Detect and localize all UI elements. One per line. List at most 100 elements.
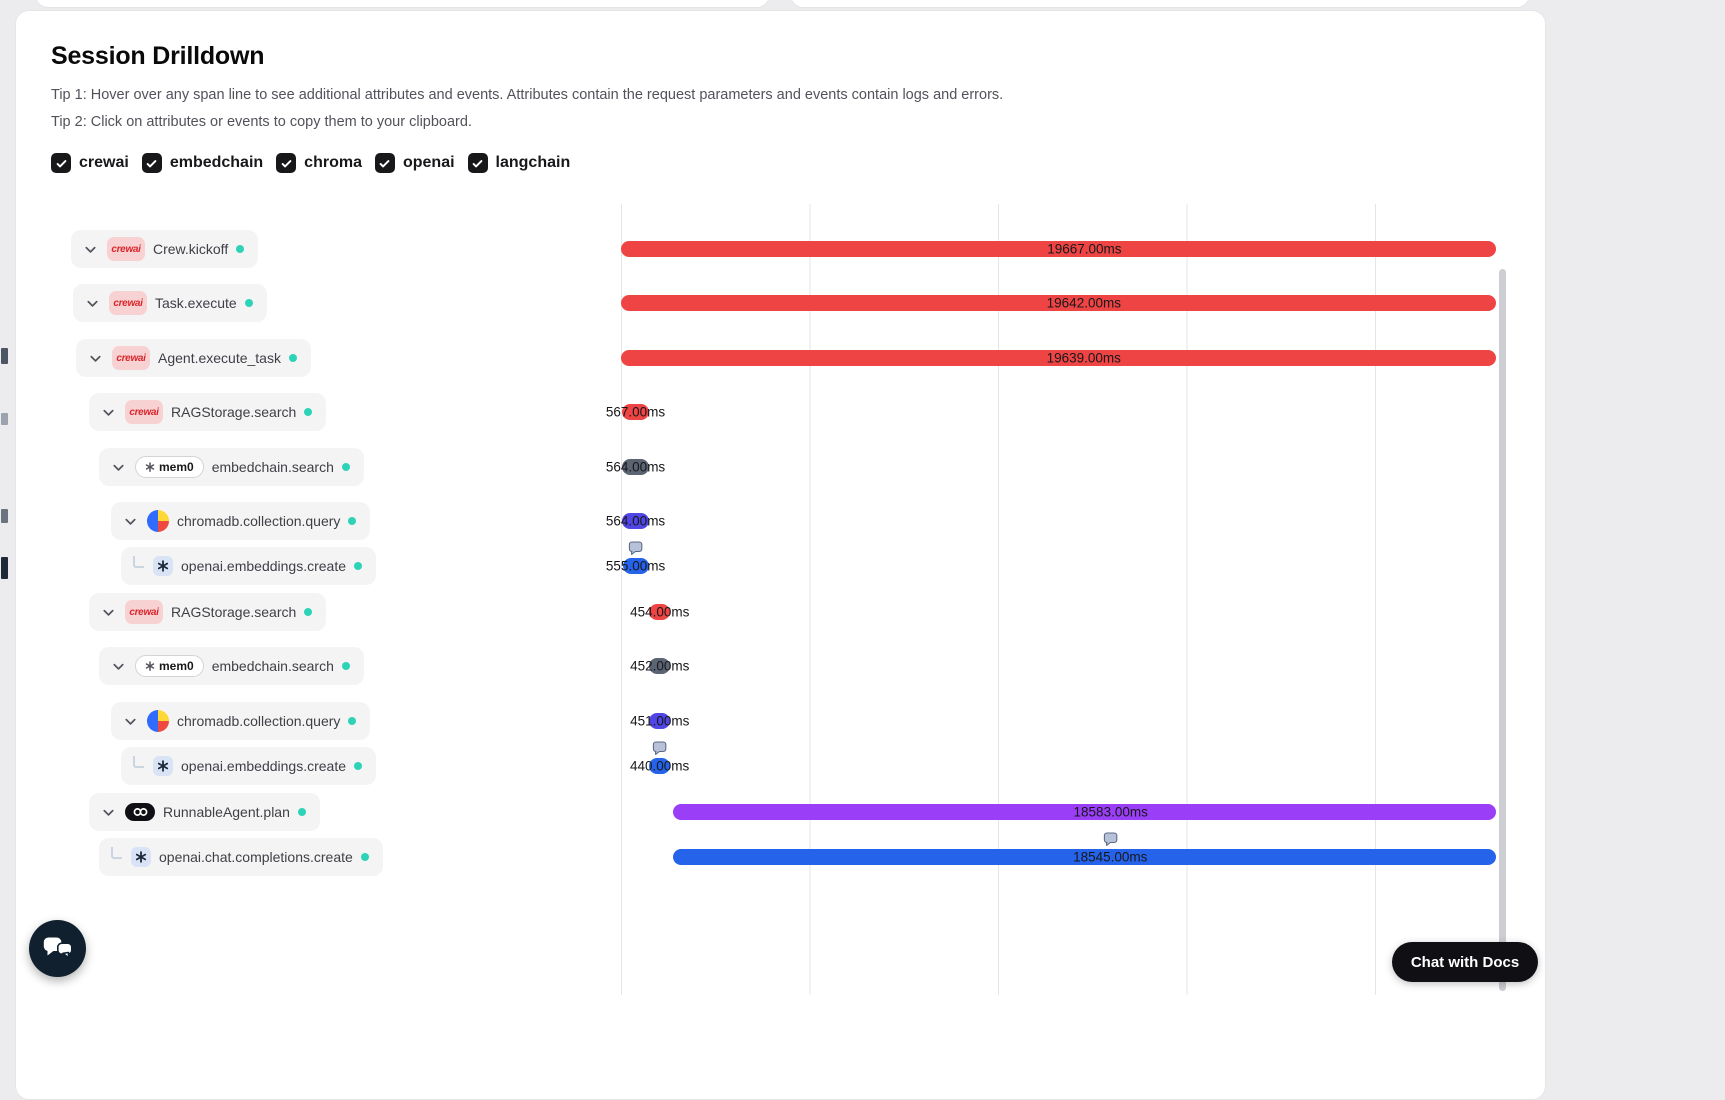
span-duration-label: 567.00ms bbox=[605, 404, 666, 420]
span-duration-label: 19642.00ms bbox=[1046, 295, 1121, 311]
span-label-pill[interactable]: mem0 embedchain.search bbox=[99, 647, 364, 685]
filter-embedchain[interactable]: embedchain bbox=[141, 153, 263, 173]
chain-links-icon bbox=[133, 808, 147, 816]
status-dot bbox=[348, 517, 357, 525]
filter-openai[interactable]: openai bbox=[374, 153, 455, 173]
span-name: embedchain.search bbox=[211, 658, 334, 674]
span-label-pill[interactable]: RunnableAgent.plan bbox=[89, 793, 320, 831]
status-dot bbox=[354, 562, 363, 570]
span-label-pill[interactable]: openai.embeddings.create bbox=[121, 747, 377, 785]
span-duration-bar[interactable]: 555.00ms bbox=[606, 558, 665, 574]
chevron-down-icon[interactable] bbox=[111, 659, 127, 674]
crewai-logo: crewai bbox=[125, 600, 163, 624]
span-duration-label: 454.00ms bbox=[630, 604, 690, 620]
chroma-logo bbox=[147, 710, 169, 732]
filter-crewai[interactable]: crewai bbox=[51, 153, 129, 173]
top-panel-stub-right bbox=[790, 0, 1530, 8]
event-bubble-icon[interactable] bbox=[1103, 832, 1118, 846]
chevron-down-icon[interactable] bbox=[85, 296, 101, 311]
status-dot bbox=[341, 463, 350, 471]
span-label-pill[interactable]: chromadb.collection.query bbox=[111, 702, 371, 740]
span-duration-bar[interactable]: 19639.00ms bbox=[621, 350, 1496, 366]
status-dot bbox=[360, 853, 369, 861]
span-duration-bar[interactable]: 18545.00ms bbox=[673, 849, 1496, 865]
span-bar-area: 440.00ms bbox=[621, 747, 1496, 785]
chevron-down-icon[interactable] bbox=[83, 242, 99, 257]
checkbox-checked-icon[interactable] bbox=[276, 153, 297, 173]
span-label-pill[interactable]: crewai Agent.execute_task bbox=[76, 339, 311, 377]
chevron-down-icon[interactable] bbox=[88, 351, 104, 366]
span-duration-label: 564.00ms bbox=[605, 513, 666, 529]
span-duration-bar[interactable]: 564.00ms bbox=[606, 513, 665, 529]
span-duration-bar[interactable]: 18583.00ms bbox=[672, 804, 1496, 820]
span-duration-bar[interactable]: 567.00ms bbox=[606, 404, 665, 420]
span-duration-bar[interactable]: 19667.00ms bbox=[621, 241, 1496, 257]
span-bar-area: 564.00ms bbox=[606, 502, 1496, 540]
span-name: Agent.execute_task bbox=[158, 350, 281, 366]
checkbox-checked-icon[interactable] bbox=[467, 153, 488, 173]
provider-filter-label: chroma bbox=[304, 154, 362, 171]
trace-span-row: crewai Agent.execute_task 19639.00ms bbox=[16, 339, 1506, 377]
span-duration-label: 19667.00ms bbox=[1047, 241, 1122, 257]
span-duration-bar[interactable]: 19642.00ms bbox=[621, 295, 1496, 311]
chevron-down-icon[interactable] bbox=[123, 514, 139, 529]
trace-span-row: crewai RAGStorage.search 567.00ms bbox=[16, 393, 1506, 431]
chat-bubbles-icon bbox=[43, 937, 73, 959]
span-duration-bar[interactable]: 454.00ms bbox=[630, 604, 689, 620]
provider-filter-label: crewai bbox=[79, 154, 129, 171]
vertical-scrollbar[interactable] bbox=[1499, 269, 1506, 991]
checkbox-checked-icon[interactable] bbox=[141, 153, 162, 173]
span-label-pill[interactable]: chromadb.collection.query bbox=[111, 502, 371, 540]
page-title: Session Drilldown bbox=[51, 42, 265, 70]
openai-logo bbox=[153, 756, 173, 776]
openai-logo bbox=[131, 847, 151, 867]
span-bar-area: 564.00ms bbox=[606, 448, 1496, 486]
span-label-pill[interactable]: openai.chat.completions.create bbox=[99, 838, 383, 876]
left-edge-artifact bbox=[1, 413, 8, 425]
chevron-down-icon[interactable] bbox=[101, 805, 117, 820]
filter-langchain[interactable]: langchain bbox=[467, 153, 570, 173]
status-dot bbox=[288, 354, 297, 362]
mem0-asterisk-icon bbox=[145, 462, 155, 472]
span-label-pill[interactable]: crewai Crew.kickoff bbox=[71, 230, 259, 268]
span-duration-label: 451.00ms bbox=[630, 713, 690, 729]
trace-span-row: mem0 embedchain.search 452.00ms bbox=[16, 647, 1506, 685]
left-edge-artifact bbox=[1, 509, 8, 523]
span-label-pill[interactable]: openai.embeddings.create bbox=[121, 547, 377, 585]
chevron-down-icon[interactable] bbox=[111, 460, 127, 475]
event-bubble-icon[interactable] bbox=[628, 541, 643, 555]
span-label-pill[interactable]: mem0 embedchain.search bbox=[99, 448, 364, 486]
span-bar-area: 452.00ms bbox=[621, 647, 1496, 685]
event-bubble-icon[interactable] bbox=[652, 741, 667, 755]
mem0-logo-text: mem0 bbox=[159, 460, 194, 474]
span-duration-bar[interactable]: 451.00ms bbox=[630, 713, 689, 729]
chevron-down-icon[interactable] bbox=[123, 714, 139, 729]
span-duration-label: 440.00ms bbox=[629, 758, 690, 774]
trace-span-row: openai.chat.completions.create 18545.00m… bbox=[16, 832, 1506, 876]
checkbox-checked-icon[interactable] bbox=[51, 153, 71, 173]
chevron-down-icon[interactable] bbox=[101, 605, 117, 620]
top-panel-stub-left bbox=[35, 0, 770, 8]
span-name: chromadb.collection.query bbox=[177, 713, 341, 729]
span-label-pill[interactable]: crewai Task.execute bbox=[73, 284, 267, 322]
span-label-pill[interactable]: crewai RAGStorage.search bbox=[89, 593, 327, 631]
chat-with-docs-button[interactable]: Chat with Docs bbox=[1392, 942, 1538, 982]
span-name: openai.embeddings.create bbox=[181, 758, 347, 774]
span-duration-bar[interactable]: 564.00ms bbox=[606, 459, 665, 475]
tip-2-text: Tip 2: Click on attributes or events to … bbox=[51, 114, 472, 130]
span-bar-area: 567.00ms bbox=[606, 393, 1496, 431]
span-duration-bar[interactable]: 452.00ms bbox=[630, 658, 689, 674]
filter-chroma[interactable]: chroma bbox=[276, 153, 362, 173]
span-label-pill[interactable]: crewai RAGStorage.search bbox=[89, 393, 327, 431]
span-duration-bar[interactable]: 440.00ms bbox=[630, 758, 689, 774]
checkbox-checked-icon[interactable] bbox=[374, 153, 395, 173]
trace-span-row: crewai Crew.kickoff 19667.00ms bbox=[16, 230, 1506, 268]
chevron-down-icon[interactable] bbox=[101, 405, 117, 420]
left-edge-artifact bbox=[1, 557, 8, 579]
chat-widget-button[interactable] bbox=[29, 920, 86, 977]
crewai-logo: crewai bbox=[112, 346, 150, 370]
provider-filter-row: crewai embedchain chroma openai langchai… bbox=[51, 153, 570, 173]
provider-filter-label: openai bbox=[402, 154, 455, 171]
span-bar-area: 18545.00ms bbox=[621, 838, 1496, 876]
trace-span-row: RunnableAgent.plan 18583.00ms bbox=[16, 793, 1506, 831]
